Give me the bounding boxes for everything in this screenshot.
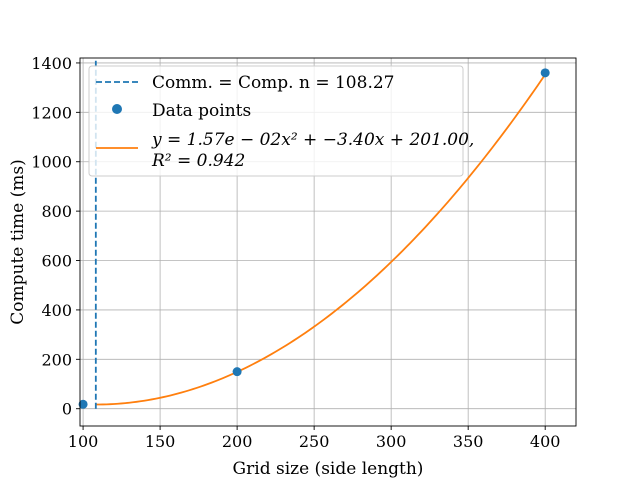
x-axis-label: Grid size (side length): [233, 459, 424, 479]
y-tick-label: 400: [41, 301, 72, 320]
axes-frame: [79, 57, 577, 427]
legend-points-label: Data points: [152, 101, 251, 121]
y-tick-label: 800: [41, 202, 72, 221]
data-point: [540, 68, 550, 78]
fit-curve: [95, 74, 546, 406]
legend-points-marker: [112, 104, 122, 114]
data-point: [232, 367, 242, 377]
x-axis: 100 150 200 250 300 350 400: [68, 426, 561, 451]
x-tick-label: 100: [68, 432, 99, 451]
legend-box: [88, 65, 464, 177]
y-axis: 0 200 400 600 800 1000 1200 1400: [31, 54, 80, 419]
legend-fit-r2: R² = 0.942: [151, 151, 245, 171]
legend-fit-label: y = 1.57e − 02x² + −3.40x + 201.00,: [151, 130, 474, 150]
x-tick-label: 300: [376, 432, 407, 451]
legend-threshold-label: Comm. = Comp. n = 108.27: [152, 73, 394, 93]
x-tick-label: 200: [222, 432, 253, 451]
y-tick-label: 200: [41, 350, 72, 369]
data-point: [78, 399, 88, 409]
x-tick-label: 350: [453, 432, 484, 451]
x-tick-label: 400: [530, 432, 561, 451]
y-tick-label: 600: [41, 252, 72, 271]
legend: Comm. = Comp. n = 108.27 Data points y =…: [88, 65, 474, 177]
y-tick-label: 0: [62, 400, 72, 419]
y-tick-label: 1400: [31, 54, 72, 73]
x-tick-label: 250: [299, 432, 330, 451]
y-tick-label: 1000: [31, 153, 72, 172]
y-axis-label: Compute time (ms): [8, 159, 28, 324]
y-tick-label: 1200: [31, 103, 72, 122]
x-tick-label: 150: [145, 432, 176, 451]
